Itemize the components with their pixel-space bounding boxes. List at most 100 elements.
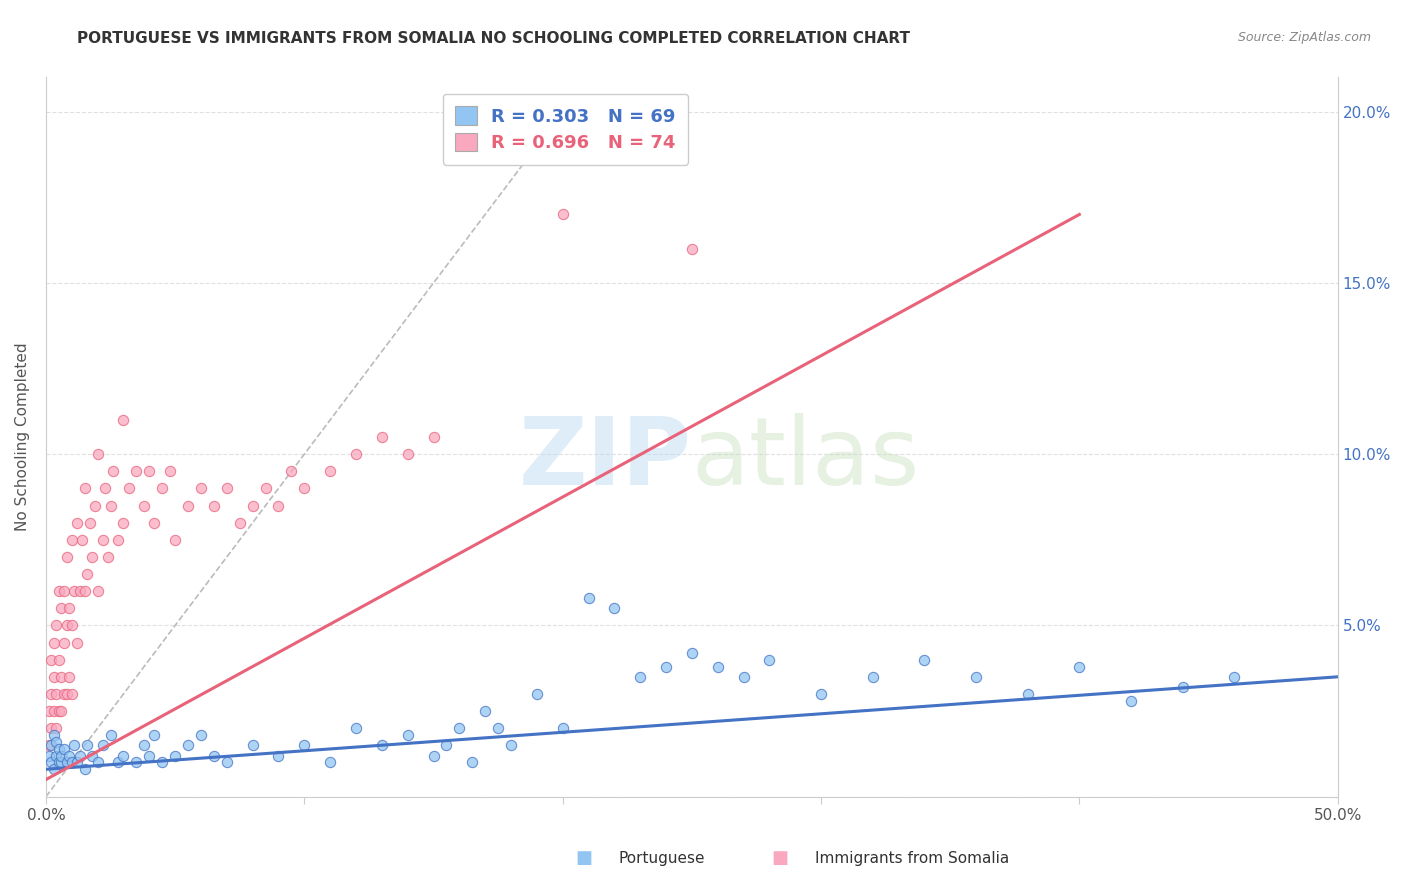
Point: [190, 482, 212, 496]
Point: [76, 739, 98, 753]
Point: [73, 482, 96, 496]
Point: [82, 549, 104, 564]
Text: Source: ZipAtlas.com: Source: ZipAtlas.com: [1237, 31, 1371, 45]
Point: [42, 704, 65, 718]
Point: [159, 464, 181, 478]
Point: [461, 756, 484, 770]
Point: [45, 721, 67, 735]
Point: [51, 704, 73, 718]
Point: [42, 762, 65, 776]
Point: [603, 601, 626, 615]
Text: ■: ■: [575, 849, 592, 867]
Point: [45, 735, 67, 749]
Point: [150, 756, 173, 770]
Point: [39, 653, 62, 667]
Point: [69, 748, 91, 763]
Point: [449, 721, 471, 735]
Point: [39, 721, 62, 735]
Point: [66, 635, 89, 649]
Point: [267, 499, 290, 513]
Point: [912, 653, 935, 667]
Point: [79, 516, 101, 530]
Point: [165, 533, 187, 547]
Point: [242, 499, 264, 513]
Point: [165, 748, 187, 763]
Point: [396, 447, 419, 461]
Point: [42, 670, 65, 684]
Text: Immigrants from Somalia: Immigrants from Somalia: [815, 851, 1010, 865]
Point: [91, 739, 114, 753]
Point: [84, 499, 107, 513]
Point: [48, 756, 70, 770]
Point: [125, 756, 148, 770]
Point: [91, 533, 114, 547]
Point: [60, 533, 83, 547]
Point: [134, 499, 156, 513]
Point: [681, 242, 703, 256]
Point: [101, 464, 124, 478]
Point: [344, 447, 367, 461]
Point: [267, 748, 290, 763]
Point: [319, 756, 342, 770]
Point: [53, 741, 76, 756]
Legend: R = 0.303   N = 69, R = 0.696   N = 74: R = 0.303 N = 69, R = 0.696 N = 74: [443, 94, 689, 165]
Text: atlas: atlas: [692, 413, 920, 505]
Point: [42, 728, 65, 742]
Point: [107, 756, 129, 770]
Point: [319, 464, 342, 478]
Point: [1223, 670, 1246, 684]
Point: [51, 670, 73, 684]
Point: [39, 739, 62, 753]
Point: [177, 499, 200, 513]
Point: [396, 728, 419, 742]
Point: [53, 584, 76, 599]
Point: [86, 756, 108, 770]
Point: [48, 704, 70, 718]
Y-axis label: No Schooling Completed: No Schooling Completed: [15, 343, 30, 532]
Point: [60, 687, 83, 701]
Point: [112, 413, 135, 427]
Point: [254, 482, 277, 496]
Point: [73, 584, 96, 599]
Point: [100, 728, 122, 742]
Point: [371, 739, 394, 753]
Point: [38, 748, 60, 763]
Point: [55, 618, 77, 632]
Point: [60, 618, 83, 632]
Point: [810, 687, 832, 701]
Point: [39, 687, 62, 701]
Point: [965, 670, 987, 684]
Point: [55, 756, 77, 770]
Point: [38, 704, 60, 718]
Point: [58, 748, 80, 763]
Point: [45, 748, 67, 763]
Point: [150, 482, 173, 496]
Point: [371, 430, 394, 444]
Point: [138, 464, 160, 478]
Point: [681, 646, 703, 660]
Point: [60, 756, 83, 770]
Point: [190, 728, 212, 742]
Point: [344, 721, 367, 735]
Point: [280, 464, 302, 478]
Point: [45, 618, 67, 632]
Point: [58, 601, 80, 615]
Point: [112, 748, 135, 763]
Point: [551, 207, 574, 221]
Point: [422, 748, 444, 763]
Point: [1017, 687, 1039, 701]
Point: [474, 704, 496, 718]
Point: [55, 549, 77, 564]
Text: PORTUGUESE VS IMMIGRANTS FROM SOMALIA NO SCHOOLING COMPLETED CORRELATION CHART: PORTUGUESE VS IMMIGRANTS FROM SOMALIA NO…: [77, 31, 910, 46]
Point: [1171, 680, 1194, 694]
Point: [177, 739, 200, 753]
Point: [143, 516, 166, 530]
Point: [655, 659, 678, 673]
Point: [706, 659, 728, 673]
Point: [51, 756, 73, 770]
Point: [229, 516, 252, 530]
Point: [1069, 659, 1091, 673]
Point: [63, 584, 86, 599]
Point: [486, 721, 509, 735]
Text: ZIP: ZIP: [519, 413, 692, 505]
